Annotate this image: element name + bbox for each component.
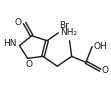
Text: O: O — [101, 66, 108, 75]
Text: OH: OH — [93, 42, 107, 51]
Text: Br: Br — [59, 21, 69, 30]
Text: HN: HN — [3, 39, 16, 48]
Text: O: O — [15, 17, 22, 27]
Text: O: O — [25, 60, 32, 69]
Text: NH₂: NH₂ — [60, 28, 77, 37]
